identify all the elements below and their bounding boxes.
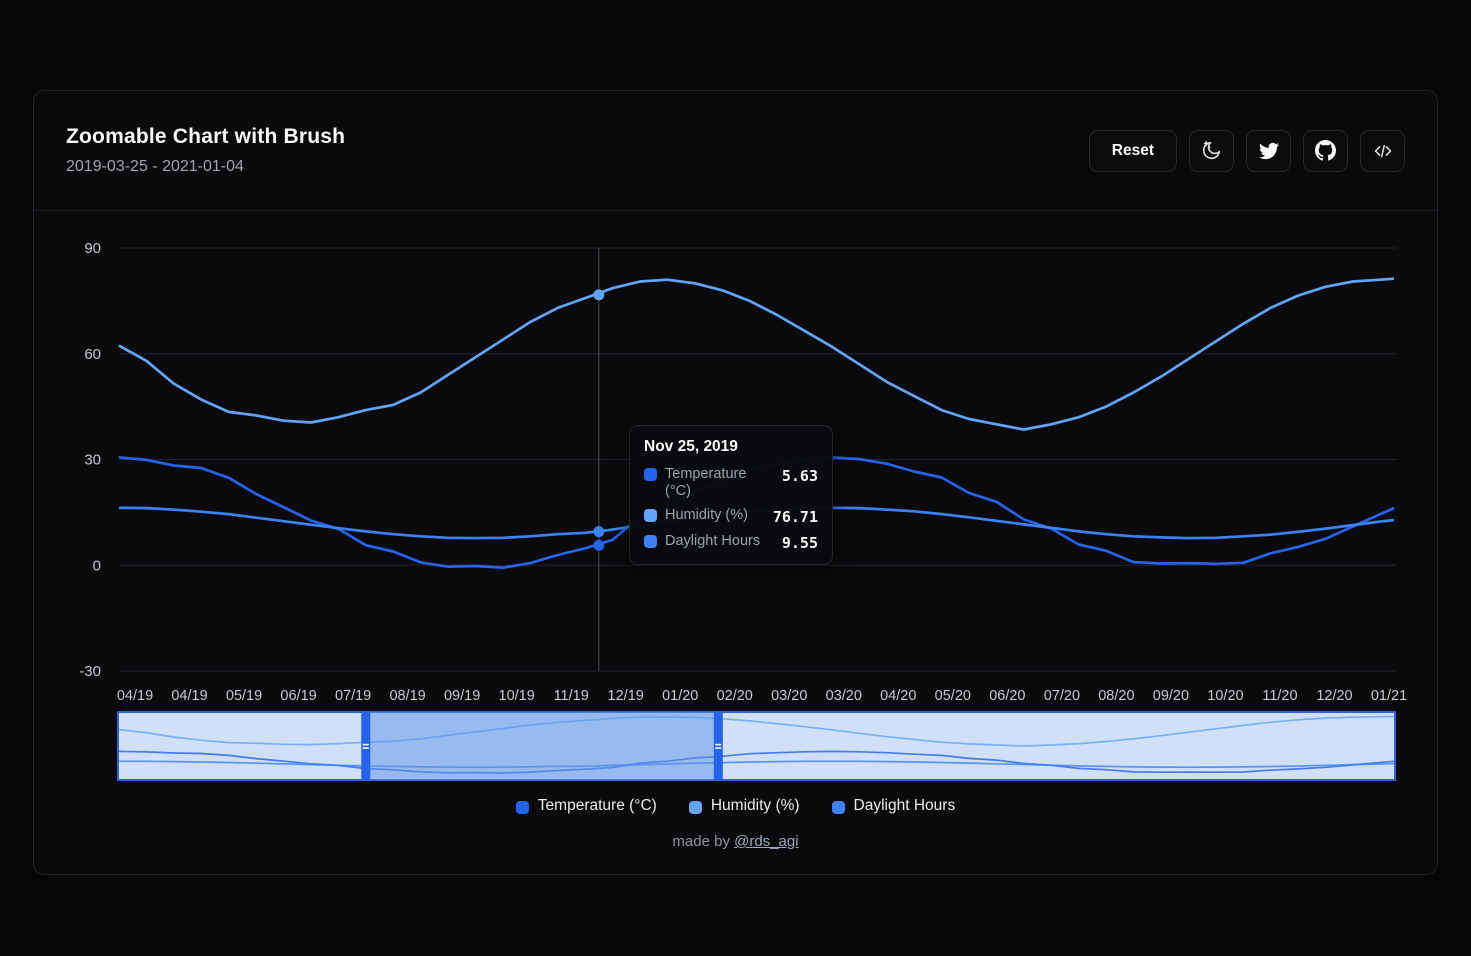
y-axis-label: 30 bbox=[84, 452, 101, 469]
x-axis-label: 07/20 bbox=[1044, 688, 1080, 704]
brush-handle-right-grip bbox=[715, 743, 722, 746]
x-axis-label: 05/19 bbox=[226, 688, 262, 704]
moon-star-icon bbox=[1202, 140, 1221, 160]
brush-mini-series-1 bbox=[118, 715, 1395, 747]
y-axis-label: -30 bbox=[79, 663, 101, 680]
tooltip-date: Nov 25, 2019 bbox=[644, 438, 738, 455]
humidity-marker bbox=[644, 509, 657, 523]
chart-area: 90 60 30 0 -30 04/19 04/19 05/19 06/19 07/19 08/19… bbox=[34, 211, 1437, 874]
temperature-marker bbox=[644, 468, 657, 481]
active-dot-0 bbox=[593, 539, 605, 551]
chart-tooltip: Nov 25, 2019 Temperature (°C) 5.63 Humid… bbox=[629, 425, 833, 566]
page-title: Zoomable Chart with Brush bbox=[66, 125, 346, 148]
chart-legend: Temperature (°C) Humidity (%) Daylight H… bbox=[34, 797, 1437, 815]
brush-handle-left-grip bbox=[362, 747, 369, 749]
active-dot-1 bbox=[593, 289, 605, 301]
daylight-marker bbox=[644, 535, 657, 549]
x-axis-label: 09/20 bbox=[1153, 688, 1189, 704]
x-axis-label: 02/20 bbox=[717, 688, 753, 704]
github-button[interactable] bbox=[1303, 129, 1348, 172]
brush-handle-right[interactable] bbox=[713, 712, 723, 780]
legend-item-temperature[interactable]: Temperature (°C) bbox=[515, 797, 657, 815]
y-axis-label: 90 bbox=[84, 240, 101, 257]
x-axis-label: 04/19 bbox=[171, 688, 207, 704]
legend-label: Temperature (°C) bbox=[537, 797, 657, 814]
x-axis-label: 08/20 bbox=[1098, 688, 1134, 704]
github-icon bbox=[1315, 140, 1336, 161]
brush-handle-right-grip bbox=[715, 747, 722, 749]
x-axis-label: 03/20 bbox=[771, 688, 807, 704]
brush-track[interactable] bbox=[117, 711, 1396, 781]
tooltip-row-daylight: Daylight Hours 9.55 bbox=[644, 533, 818, 552]
temperature-legend-marker bbox=[515, 800, 529, 814]
tooltip-value: 9.55 bbox=[781, 534, 818, 553]
theme-toggle-button[interactable] bbox=[1189, 129, 1234, 172]
brush-handle-left[interactable] bbox=[361, 712, 371, 780]
x-axis-label: 09/19 bbox=[444, 688, 480, 704]
brush-mini-series-2 bbox=[119, 760, 1395, 769]
code-icon bbox=[1374, 144, 1391, 157]
tooltip-label: Temperature (°C) bbox=[665, 466, 747, 500]
x-axis-label: 10/19 bbox=[499, 688, 535, 704]
legend-label: Daylight Hours bbox=[853, 797, 956, 814]
tooltip-label: Humidity (%) bbox=[665, 507, 748, 524]
x-axis-label: 04/20 bbox=[880, 688, 916, 704]
humidity-legend-marker bbox=[688, 800, 702, 814]
twitter-icon bbox=[1258, 142, 1279, 159]
x-axis-label: 05/20 bbox=[935, 688, 971, 704]
tooltip-row-humidity: Humidity (%) 76.71 bbox=[644, 507, 818, 526]
x-axis-label: 01/21 bbox=[1371, 688, 1407, 704]
legend-label: Humidity (%) bbox=[710, 797, 800, 814]
embed-code-button[interactable] bbox=[1360, 129, 1405, 172]
x-axis-label: 06/20 bbox=[989, 688, 1025, 704]
x-axis-label: 03/20 bbox=[826, 688, 862, 704]
twitter-button[interactable] bbox=[1246, 129, 1291, 172]
x-axis-label: 10/20 bbox=[1207, 688, 1243, 704]
y-axis-label: 0 bbox=[93, 557, 101, 574]
card-header: Zoomable Chart with Brush 2019-03-25 - 2… bbox=[34, 91, 1437, 211]
x-axis-label: 04/19 bbox=[117, 688, 153, 704]
x-axis-label: 11/20 bbox=[1262, 688, 1297, 704]
tooltip-label: Daylight Hours bbox=[665, 533, 761, 550]
attribution: made by @rds_agi bbox=[34, 833, 1437, 850]
x-axis-label: 12/20 bbox=[1316, 688, 1352, 704]
chart-card: Zoomable Chart with Brush 2019-03-25 - 2… bbox=[33, 90, 1438, 875]
brush-handle-left-grip bbox=[362, 743, 369, 746]
tooltip-value: 76.71 bbox=[772, 508, 818, 527]
active-dot-2 bbox=[593, 526, 605, 538]
legend-item-daylight[interactable]: Daylight Hours bbox=[831, 797, 956, 815]
legend-item-humidity[interactable]: Humidity (%) bbox=[688, 797, 800, 815]
x-axis-label: 12/19 bbox=[608, 688, 644, 704]
x-axis-label: 08/19 bbox=[389, 688, 425, 704]
series-line-1 bbox=[118, 277, 1395, 431]
x-axis-label: 06/19 bbox=[280, 688, 316, 704]
date-range-subtitle: 2019-03-25 - 2021-01-04 bbox=[66, 158, 244, 175]
x-axis-label: 11/19 bbox=[554, 688, 589, 704]
author-link[interactable]: @rds_agi bbox=[734, 833, 799, 850]
made-by-text: made by bbox=[672, 833, 730, 850]
main-chart-svg[interactable]: 90 60 30 0 -30 04/19 04/19 05/19 06/19 07/19 08/19… bbox=[34, 211, 1439, 789]
x-axis-label: 07/19 bbox=[335, 688, 371, 704]
tooltip-value: 5.63 bbox=[781, 467, 818, 485]
tooltip-row-temperature: Temperature (°C) 5.63 bbox=[644, 466, 818, 500]
y-axis-label: 60 bbox=[84, 346, 101, 363]
header-actions: Reset bbox=[1088, 129, 1405, 172]
reset-button[interactable]: Reset bbox=[1088, 129, 1177, 172]
brush-selection[interactable] bbox=[365, 712, 719, 780]
x-axis-label: 01/20 bbox=[662, 688, 698, 704]
daylight-legend-marker bbox=[831, 800, 845, 814]
